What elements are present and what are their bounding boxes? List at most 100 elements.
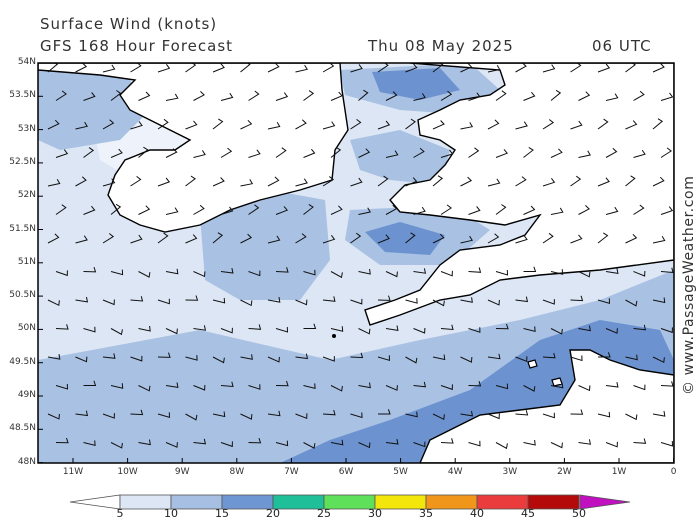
wind-barb: [130, 176, 142, 187]
wind-barb: [193, 91, 205, 101]
wind-barb: [550, 442, 563, 449]
wind-barb: [515, 235, 528, 244]
wind-barb: [542, 232, 554, 244]
wind-barb: [542, 299, 555, 305]
wind-barb: [130, 234, 143, 244]
wind-barb: [83, 147, 95, 158]
colorbar-label: 10: [164, 507, 178, 520]
wind-barb: [597, 177, 610, 187]
lon-label: 11W: [62, 467, 84, 477]
wind-barb: [413, 381, 427, 388]
wind-barb: [550, 382, 564, 389]
wind-barb: [432, 233, 445, 244]
wind-barb: [322, 356, 335, 362]
colorbar: [69, 494, 631, 510]
wind-barb: [240, 233, 253, 244]
wind-barb: [295, 64, 308, 73]
wind-barb: [55, 204, 67, 215]
wind-barb: [550, 148, 563, 158]
wind-barb: [83, 205, 96, 215]
wind-barb: [350, 119, 362, 130]
wind-barb: [55, 270, 68, 277]
watermark: © www.PassageWeather.com: [681, 175, 697, 395]
wind-barb: [385, 439, 399, 445]
colorbar-segment: [527, 494, 580, 510]
wind-barb: [605, 206, 619, 215]
wind-barb: [240, 63, 251, 73]
wind-barb: [130, 355, 143, 362]
wind-barb: [625, 175, 636, 187]
wind-barb: [275, 267, 289, 273]
wind-barb: [157, 412, 171, 418]
lat-label: 50.5N: [9, 290, 36, 301]
wind-barb: [495, 204, 507, 215]
wind-barb: [652, 411, 666, 417]
wind-barb: [358, 442, 371, 449]
wind-barb: [440, 270, 453, 277]
wind-barb: [185, 355, 198, 361]
wind-barb: [193, 150, 206, 158]
wind-barb: [523, 266, 537, 272]
wind-barb: [185, 295, 199, 301]
wind-barb: [515, 121, 528, 130]
wind-barb: [468, 327, 481, 333]
colorbar-label: 40: [470, 507, 484, 520]
wind-barb: [303, 383, 316, 390]
wind-barb: [165, 382, 179, 389]
wind-barb: [275, 147, 287, 158]
wind-barb: [55, 324, 69, 330]
wind-barb: [55, 90, 67, 101]
wind-barb: [267, 356, 280, 363]
wind-barb: [220, 327, 233, 334]
wind-barb: [605, 382, 619, 388]
wind-barb: [358, 268, 371, 275]
wind-barb: [267, 410, 281, 417]
wind-barb: [385, 150, 399, 158]
wind-barb: [523, 91, 536, 101]
wind-barb: [275, 206, 289, 215]
wind-barb: [47, 119, 60, 130]
wind-barb: [330, 326, 344, 332]
colorbar-label: 50: [572, 507, 586, 520]
wind-barb: [157, 298, 170, 305]
wind-barb: [495, 323, 509, 330]
forecast-model: GFS 168 Hour Forecast: [40, 37, 234, 55]
wind-barb: [495, 90, 507, 101]
wind-barb: [385, 325, 399, 332]
wind-barb: [625, 233, 638, 244]
wind-barb: [633, 438, 647, 444]
wind-barb: [385, 385, 398, 391]
wind-barb: [523, 146, 534, 158]
wind-barb: [350, 177, 363, 187]
wind-barb: [330, 205, 343, 215]
wind-barb: [432, 299, 445, 307]
wind-barb: [633, 270, 646, 277]
wind-barb: [652, 235, 666, 244]
wind-barb: [550, 207, 564, 215]
wind-barb: [240, 413, 253, 420]
lon-label: 3W: [502, 467, 518, 477]
wind-barb: [165, 268, 179, 275]
wind-barb: [303, 90, 315, 101]
wind-barb: [55, 149, 69, 158]
wind-barb: [487, 353, 501, 360]
wind-barb: [523, 326, 536, 333]
wind-barb: [83, 92, 96, 101]
lon-label: 4W: [447, 467, 463, 477]
wind-barb: [570, 295, 584, 302]
wind-barb: [303, 203, 314, 215]
wind-barb: [550, 269, 564, 275]
wind-barb: [432, 63, 444, 73]
wind-barb: [110, 383, 124, 389]
wind-barb: [75, 296, 89, 303]
isles-of-scilly: [332, 334, 336, 338]
wind-barb: [523, 439, 536, 446]
wind-barb: [322, 235, 336, 244]
lat-label: 50N: [17, 323, 36, 334]
colorbar-label: 15: [215, 507, 229, 520]
lat-label: 48N: [17, 456, 36, 467]
wind-barb: [83, 326, 96, 333]
wind-barb: [220, 206, 234, 215]
wind-barb: [47, 413, 60, 420]
forecast-date: Thu 08 May 2025: [368, 37, 514, 55]
